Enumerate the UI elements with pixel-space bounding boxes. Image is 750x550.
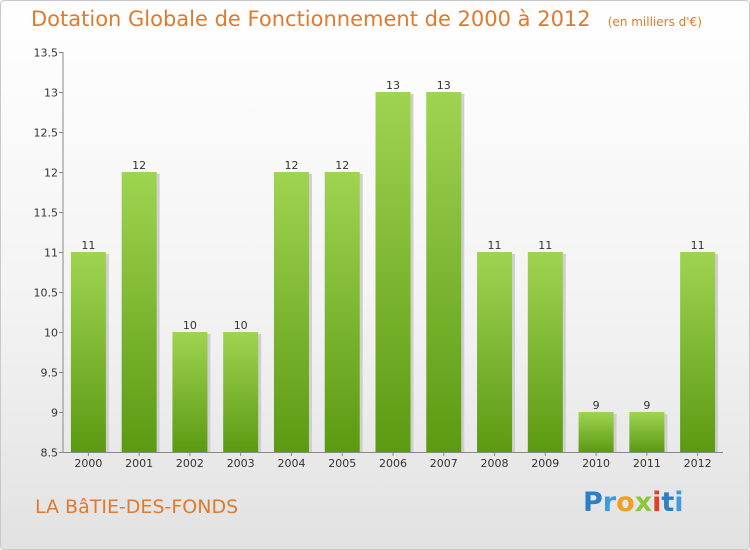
data-label-2008: 11 — [488, 239, 502, 252]
logo-letter: P — [583, 487, 603, 518]
data-label-2000: 11 — [81, 239, 95, 252]
town-name: LA BâTIE-DES-FONDS — [35, 496, 239, 518]
y-tick-label: 12.5 — [34, 127, 59, 140]
y-tick-label: 8.5 — [41, 447, 59, 460]
y-tick-label: 10 — [44, 327, 58, 340]
proxiti-logo[interactable]: Proxiti — [583, 487, 684, 518]
x-tick-label-2009: 2009 — [531, 457, 559, 470]
bar-2004 — [273, 172, 309, 452]
data-label-2006: 13 — [386, 79, 400, 92]
bar-2000 — [70, 252, 106, 452]
y-axis: 8.5 9 9.5 10 10.5 11 11.5 12 12.5 13 13.5 — [34, 47, 64, 460]
logo-letter: o — [616, 487, 635, 518]
x-tick-label-2004: 2004 — [277, 457, 305, 470]
x-tick-label-2006: 2006 — [379, 457, 407, 470]
x-tick-label-2000: 2000 — [74, 457, 102, 470]
x-tick-label-2005: 2005 — [328, 457, 356, 470]
data-labels: 11 12 10 10 12 12 13 13 11 11 9 9 11 — [81, 79, 704, 412]
title-row: Dotation Globale de Fonctionnement de 20… — [31, 7, 702, 31]
x-tick-label-2002: 2002 — [176, 457, 204, 470]
y-tick-label: 9 — [51, 407, 58, 420]
data-label-2010: 9 — [593, 399, 600, 412]
bar-2008 — [477, 252, 513, 452]
bar-2005 — [324, 172, 360, 452]
x-tick-label-2010: 2010 — [582, 457, 610, 470]
y-tick-label: 9.5 — [41, 367, 59, 380]
data-label-2009: 11 — [538, 239, 552, 252]
logo-letter: x — [634, 487, 653, 518]
x-tick-label-2003: 2003 — [227, 457, 255, 470]
bar-2007 — [426, 92, 462, 452]
data-label-2004: 12 — [284, 159, 298, 172]
bar-2012 — [680, 252, 716, 452]
bar-2002 — [172, 332, 208, 452]
logo-letter: r — [602, 487, 617, 518]
chart-title: Dotation Globale de Fonctionnement de 20… — [31, 7, 591, 31]
logo-letter: t — [661, 487, 675, 518]
data-label-2001: 12 — [132, 159, 146, 172]
y-tick-label: 12 — [44, 167, 58, 180]
bar-2006 — [375, 92, 411, 452]
y-tick-label: 13.5 — [34, 47, 59, 60]
bar-2009 — [527, 252, 563, 452]
chart-unit: (en milliers d'€) — [607, 15, 702, 29]
data-label-2005: 12 — [335, 159, 349, 172]
x-tick-label-2011: 2011 — [633, 457, 661, 470]
data-label-2007: 13 — [437, 79, 451, 92]
x-tick-label-2012: 2012 — [684, 457, 712, 470]
logo-letter: i — [652, 487, 662, 518]
x-tick-label-2008: 2008 — [481, 457, 509, 470]
bar-2011 — [629, 412, 665, 452]
data-label-2011: 9 — [643, 399, 650, 412]
y-tick-label: 13 — [44, 87, 58, 100]
data-label-2003: 10 — [234, 319, 248, 332]
x-tick-label-2001: 2001 — [125, 457, 153, 470]
data-label-2012: 11 — [691, 239, 705, 252]
bar-2003 — [223, 332, 259, 452]
y-tick-label: 11 — [44, 247, 58, 260]
x-tick-label-2007: 2007 — [430, 457, 458, 470]
y-tick-label: 10.5 — [34, 287, 59, 300]
logo-letter: i — [674, 487, 684, 518]
data-label-2002: 10 — [183, 319, 197, 332]
y-tick-label: 11.5 — [34, 207, 59, 220]
bar-2001 — [121, 172, 157, 452]
bar-2010 — [578, 412, 614, 452]
x-axis: 2000 2001 2002 2003 2004 2005 2006 2007 2008 2009… — [63, 452, 723, 470]
bars — [70, 92, 719, 452]
